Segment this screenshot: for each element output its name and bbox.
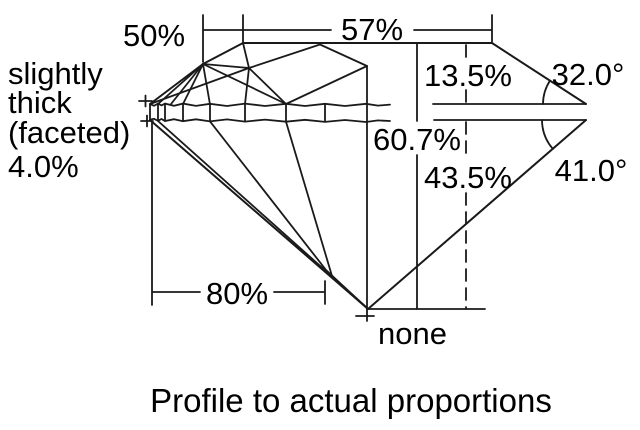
pavilion-angle-arc bbox=[541, 119, 554, 150]
crown-angle-edge bbox=[491, 42, 587, 105]
dim-pavilion-angle: 41.0° bbox=[541, 119, 628, 188]
crown-facet-lines bbox=[149, 42, 368, 106]
girdle-thickness-label: slightly thick (faceted) 4.0% bbox=[8, 56, 130, 184]
girdle-label-line-3: (faceted) bbox=[8, 115, 130, 150]
crown-angle-label: 32.0° bbox=[552, 57, 625, 92]
crown-angle-arc bbox=[542, 79, 551, 105]
diamond-profile bbox=[138, 42, 587, 322]
crown-height-label: 13.5% bbox=[424, 58, 512, 93]
pavilion-angle-edge bbox=[367, 119, 587, 310]
dim-pavilion-depth: 43.5% bbox=[424, 121, 512, 310]
total-depth-label: 60.7% bbox=[373, 122, 461, 157]
girdle-label-line-4: 4.0% bbox=[8, 149, 79, 184]
girdle-top-edge bbox=[149, 102, 391, 107]
lower-half-label: 80% bbox=[206, 276, 268, 311]
star-length-label: 50% bbox=[123, 18, 185, 53]
dim-crown-angle: 32.0° bbox=[542, 57, 625, 105]
girdle-bottom-edge bbox=[149, 117, 391, 123]
dim-crown-height: 13.5% bbox=[424, 44, 512, 103]
dimension-annotations: 50% 57% 13.5% 60.7% 43.5% 32.0° bbox=[8, 12, 627, 351]
culet-label: none bbox=[378, 316, 447, 351]
girdle-tick-marks bbox=[138, 94, 154, 128]
pavilion-depth-label: 43.5% bbox=[424, 160, 512, 195]
caption: Profile to actual proportions bbox=[150, 382, 552, 419]
dim-table-size: 57% bbox=[242, 12, 493, 47]
pavilion-facet-lines bbox=[157, 120, 369, 310]
culet-mark bbox=[355, 308, 375, 322]
dim-total-depth: 60.7% bbox=[373, 42, 461, 310]
dim-lower-half: 80% bbox=[151, 121, 326, 311]
table-size-label: 57% bbox=[341, 12, 403, 47]
pavilion-angle-label: 41.0° bbox=[555, 153, 628, 188]
girdle-facet-divisions bbox=[157, 102, 326, 123]
dim-star-length: 50% bbox=[123, 14, 244, 63]
pavilion-outline-left bbox=[149, 119, 369, 310]
girdle-label-line-1: slightly bbox=[8, 56, 103, 91]
girdle-label-line-2: thick bbox=[8, 85, 72, 120]
